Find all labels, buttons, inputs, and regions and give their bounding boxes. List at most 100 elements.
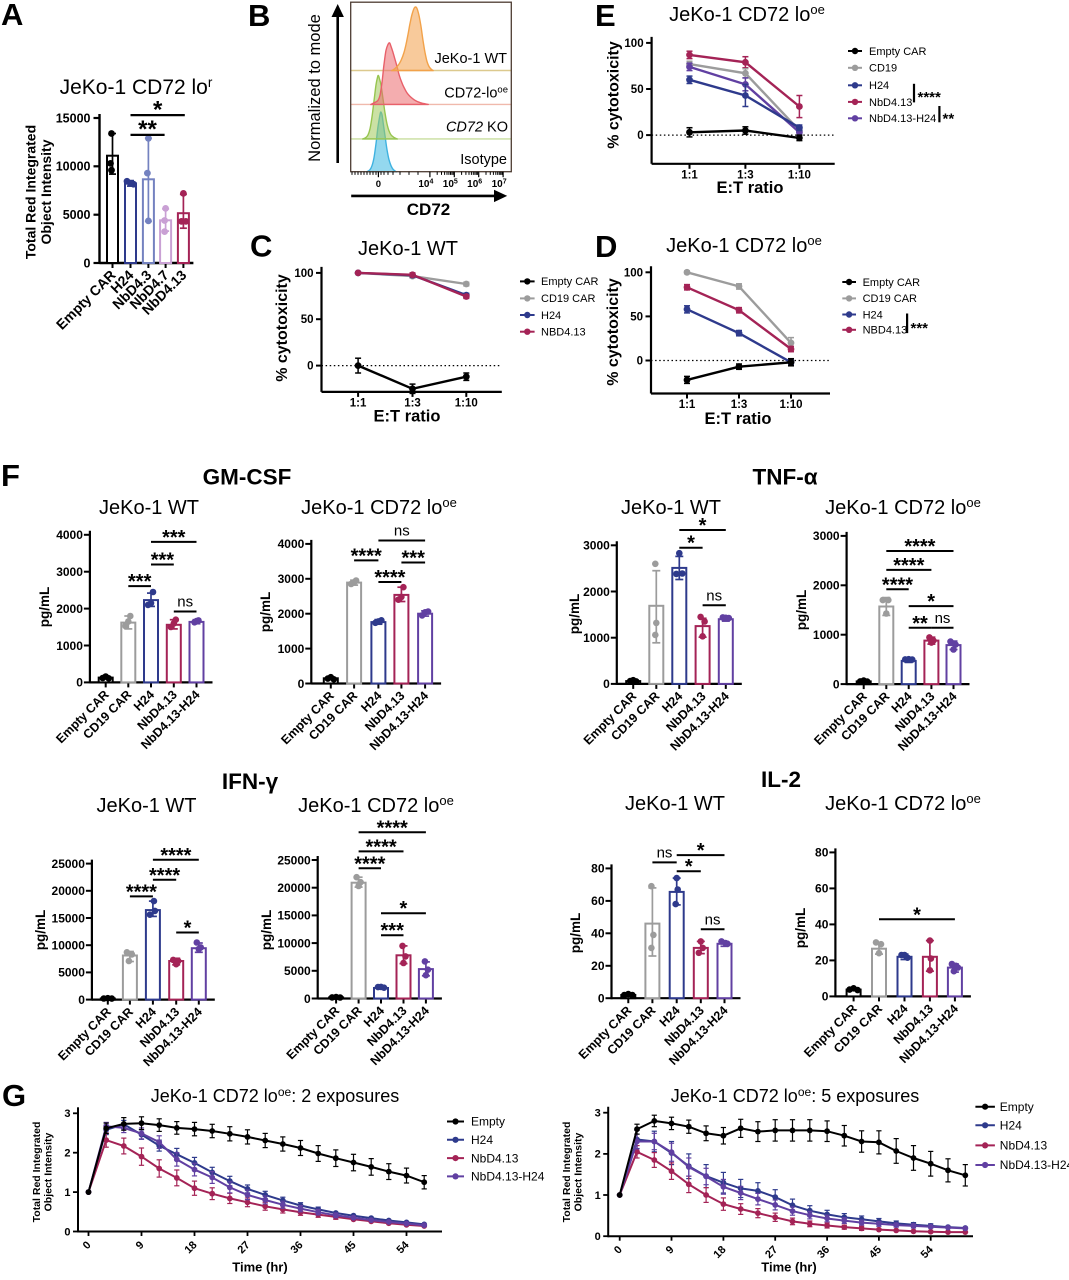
svg-text:0: 0 [595,1231,601,1243]
svg-text:3: 3 [64,1108,70,1120]
svg-text:104: 104 [418,179,433,191]
svg-text:****: **** [366,836,397,858]
svg-text:**: ** [943,111,955,128]
svg-text:0: 0 [598,992,605,1006]
svg-text:0: 0 [304,992,311,1006]
svg-text:pg/mL: pg/mL [258,592,273,633]
svg-text:H24: H24 [869,80,889,92]
svg-text:pg/mL: pg/mL [37,587,52,628]
svg-text:1000: 1000 [278,642,305,656]
svg-text:NbD4.13-H24: NbD4.13-H24 [1000,1158,1069,1172]
svg-text:*: * [687,533,695,555]
svg-text:pg/mL: pg/mL [567,594,582,635]
svg-text:*: * [699,515,707,537]
svg-text:ns: ns [706,587,722,604]
svg-text:Object Intensity: Object Intensity [38,139,54,244]
svg-text:****: **** [354,853,385,875]
svg-text:CD19 CAR: CD19 CAR [863,293,917,305]
svg-text:1:3: 1:3 [731,399,748,411]
svg-text:pg/mL: pg/mL [793,908,808,949]
svg-text:Empty CAR: Empty CAR [541,276,599,288]
svg-text:JeKo-1 CD72 looe: 5 exposures: JeKo-1 CD72 looe: 5 exposures [671,1085,920,1106]
svg-text:Normalized to mode: Normalized to mode [306,14,324,162]
svg-text:80: 80 [815,846,829,860]
svg-text:Object Intensity: Object Intensity [43,1132,55,1211]
svg-text:2000: 2000 [583,585,610,599]
svg-text:CD19: CD19 [869,63,897,75]
svg-text:*: * [697,840,705,862]
svg-text:1:1: 1:1 [679,399,696,411]
svg-text:60: 60 [591,894,605,908]
svg-text:****: **** [918,89,942,106]
svg-text:15000: 15000 [56,111,91,125]
svg-text:0: 0 [76,676,83,690]
svg-text:15000: 15000 [52,911,86,925]
svg-text:A: A [1,0,23,32]
svg-text:1:10: 1:10 [455,397,478,409]
svg-text:Empty: Empty [471,1115,505,1129]
svg-text:JeKo-1 WT: JeKo-1 WT [358,238,458,260]
svg-text:% cytotoxicity: % cytotoxicity [605,278,622,386]
svg-text:JeKo-1 CD72 looe: JeKo-1 CD72 looe [825,495,981,519]
svg-text:TNF-α: TNF-α [752,465,817,490]
svg-text:H24: H24 [471,1133,493,1147]
svg-text:25000: 25000 [277,853,311,867]
svg-text:0: 0 [637,356,643,368]
svg-text:ns: ns [394,523,410,540]
svg-text:1:1: 1:1 [681,169,698,181]
svg-text:100: 100 [624,38,643,50]
svg-text:0: 0 [822,990,829,1004]
svg-text:100: 100 [294,268,313,280]
svg-text:CD19 CAR: CD19 CAR [541,293,595,305]
svg-text:NbD4.13: NbD4.13 [1000,1139,1048,1153]
svg-text:****: **** [904,536,935,558]
svg-text:Empty CAR: Empty CAR [863,277,921,289]
svg-text:****: **** [126,881,157,903]
svg-text:10000: 10000 [277,936,311,950]
svg-text:JeKo-1 WT: JeKo-1 WT [621,497,721,519]
svg-text:pg/mL: pg/mL [568,913,583,954]
svg-text:0: 0 [298,677,305,691]
svg-text:**: ** [912,613,928,635]
svg-text:G: G [2,1078,26,1113]
svg-text:IFN-γ: IFN-γ [222,769,279,794]
svg-text:NbD4.13-H24: NbD4.13-H24 [869,113,936,125]
svg-text:GM-CSF: GM-CSF [203,465,292,490]
svg-text:Empty: Empty [1000,1100,1034,1114]
svg-text:NBD4.13: NBD4.13 [541,327,586,339]
svg-text:106: 106 [467,179,482,191]
svg-text:JeKo-1 WT: JeKo-1 WT [99,497,199,519]
svg-text:NbD4.13-H24: NbD4.13-H24 [471,1170,545,1184]
svg-text:0: 0 [637,130,643,142]
svg-text:0: 0 [78,993,85,1007]
svg-text:0: 0 [833,677,840,691]
svg-text:***: *** [911,320,929,337]
svg-text:Time (hr): Time (hr) [761,1260,816,1275]
svg-text:C: C [250,229,272,264]
svg-text:20: 20 [815,954,829,968]
svg-text:1:10: 1:10 [788,169,811,181]
svg-text:3: 3 [595,1108,601,1120]
svg-text:10000: 10000 [56,160,91,174]
svg-text:100: 100 [624,267,643,279]
svg-text:2000: 2000 [278,607,305,621]
svg-text:0: 0 [376,179,381,190]
svg-text:Empty CAR: Empty CAR [869,46,927,58]
svg-text:40: 40 [591,927,605,941]
svg-text:NbD4.13: NbD4.13 [471,1151,519,1165]
svg-text:pg/mL: pg/mL [33,910,48,951]
svg-text:1: 1 [64,1187,70,1199]
svg-text:60: 60 [815,882,829,896]
svg-text:**: ** [138,116,157,143]
svg-text:*: * [400,898,408,920]
svg-text:****: **** [374,567,405,589]
svg-text:1:10: 1:10 [779,399,802,411]
svg-text:Object Intensity: Object Intensity [573,1132,585,1211]
svg-text:JeKo-1 CD72 looe: JeKo-1 CD72 looe [825,791,981,815]
svg-text:% cytotoxicity: % cytotoxicity [606,41,623,149]
svg-text:JeKo-1 WT: JeKo-1 WT [625,793,725,815]
svg-text:H24: H24 [541,310,561,322]
svg-text:JeKo-1 WT: JeKo-1 WT [434,51,507,67]
svg-text:****: **** [893,555,924,577]
svg-text:Total Red Integrated: Total Red Integrated [23,125,39,259]
